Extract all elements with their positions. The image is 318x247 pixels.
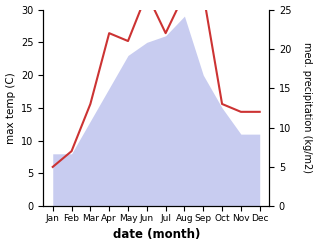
Y-axis label: max temp (C): max temp (C) [5, 72, 16, 144]
X-axis label: date (month): date (month) [113, 228, 200, 242]
Y-axis label: med. precipitation (kg/m2): med. precipitation (kg/m2) [302, 42, 313, 173]
